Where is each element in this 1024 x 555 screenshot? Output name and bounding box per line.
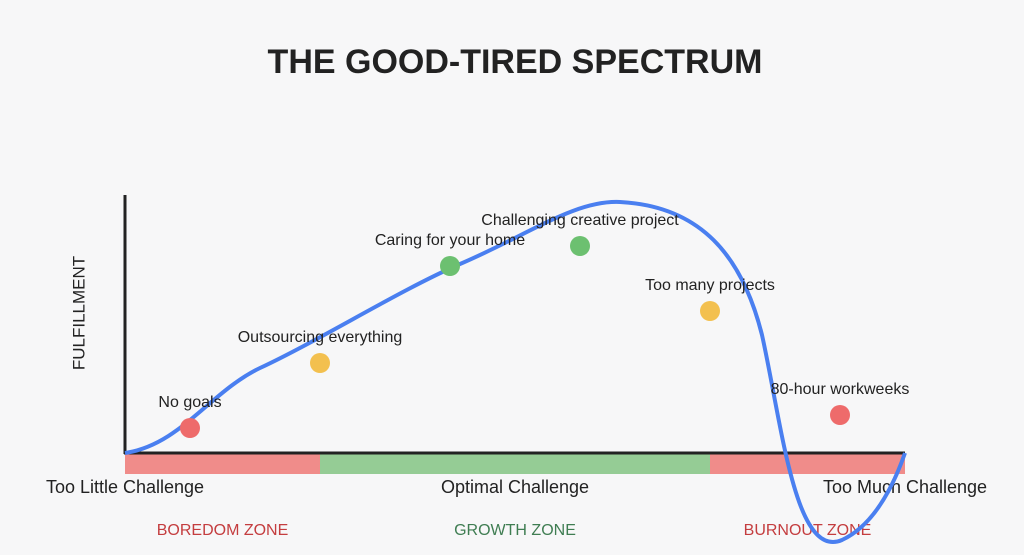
point	[180, 418, 200, 438]
point	[830, 405, 850, 425]
x-label: Too Little Challenge	[46, 477, 204, 497]
point-label: Challenging creative project	[481, 212, 679, 229]
zone-label: BURNOUT ZONE	[744, 522, 872, 539]
zone-bar	[320, 453, 710, 474]
point-label: Caring for your home	[375, 232, 525, 249]
point-label: 80-hour workweeks	[771, 381, 910, 398]
zone-label: GROWTH ZONE	[454, 522, 576, 539]
x-label: Optimal Challenge	[441, 477, 589, 497]
point-label: Outsourcing everything	[238, 329, 403, 346]
zone-label: BOREDOM ZONE	[157, 522, 289, 539]
point	[700, 301, 720, 321]
point	[440, 256, 460, 276]
curve	[124, 199, 907, 544]
point	[570, 236, 590, 256]
y-axis-label: FULFILLMENT	[69, 256, 88, 370]
zone-bar	[710, 453, 905, 474]
title: THE GOOD-TIRED SPECTRUM	[268, 43, 763, 81]
zone-bar	[125, 453, 320, 474]
point-label: No goals	[158, 394, 221, 411]
point-label: Too many projects	[645, 277, 775, 294]
x-label: Too Much Challenge	[823, 477, 987, 497]
point	[310, 353, 330, 373]
